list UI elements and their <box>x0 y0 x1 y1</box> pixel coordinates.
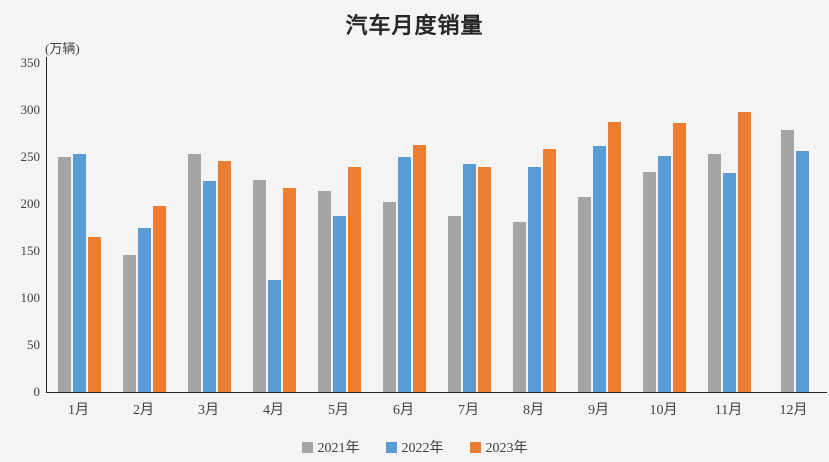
bar-2021年-4月 <box>253 180 266 392</box>
bar-2022年-6月 <box>398 157 411 392</box>
y-tick-label-150: 150 <box>20 243 41 258</box>
legend: 2021年 2022年 2023年 <box>0 437 829 457</box>
bar-2022年-12月 <box>795 151 809 392</box>
bar-2021年-5月 <box>318 191 331 392</box>
bar-2021年-3月 <box>188 154 201 392</box>
x-label-6月: 6月 <box>393 403 414 418</box>
bar-group-10月 <box>632 57 697 392</box>
bar-group-3月 <box>177 57 242 392</box>
y-axis-unit-label: (万辆) <box>45 41 80 56</box>
bar-2023年-11月 <box>738 112 751 392</box>
bar-group-12月 <box>762 57 827 392</box>
x-label-10月: 10月 <box>649 403 678 418</box>
bar-group-9月 <box>567 57 632 392</box>
x-label-2月: 2月 <box>133 403 154 418</box>
legend-item-2022年: 2022年 <box>385 437 444 457</box>
bar-group-1月 <box>47 57 112 392</box>
bar-2022年-2月 <box>138 228 151 392</box>
y-tick-label-350: 350 <box>20 55 41 70</box>
legend-label: 2022年 <box>401 441 444 456</box>
bar-group-5月 <box>307 57 372 392</box>
bar-group-8月 <box>502 57 567 392</box>
y-tick-label-200: 200 <box>20 196 41 211</box>
legend-swatch-icon <box>385 441 397 453</box>
bar-2021年-8月 <box>513 222 526 392</box>
bar-2021年-6月 <box>383 202 396 392</box>
bar-2022年-11月 <box>723 173 736 392</box>
x-label-1月: 1月 <box>68 403 89 418</box>
x-label-7月: 7月 <box>458 403 479 418</box>
y-tick-label-250: 250 <box>20 149 41 164</box>
y-tick-label-50: 50 <box>27 337 40 352</box>
bar-2023年-7月 <box>478 167 491 392</box>
x-label-12月: 12月 <box>779 403 808 418</box>
bar-2022年-1月 <box>73 154 86 392</box>
bar-2023年-2月 <box>153 206 166 392</box>
bar-2022年-8月 <box>528 167 541 392</box>
legend-label: 2021年 <box>317 441 360 456</box>
bar-2022年-4月 <box>268 280 281 392</box>
bar-group-11月 <box>697 57 762 392</box>
legend-swatch-icon <box>301 441 313 453</box>
x-axis-labels: 1月 2月 3月 4月 5月 6月 7月 8月 9月 10月 11月 12月 <box>46 399 826 419</box>
bar-2021年-7月 <box>448 216 461 392</box>
y-tick-label-100: 100 <box>20 290 41 305</box>
y-tick-label-0: 0 <box>33 384 41 399</box>
plot-area <box>46 57 827 393</box>
legend-label: 2023年 <box>485 441 528 456</box>
bar-group-4月 <box>242 57 307 392</box>
bar-2021年-9月 <box>578 197 591 392</box>
x-label-4月: 4月 <box>263 403 284 418</box>
bar-2022年-3月 <box>203 181 216 392</box>
legend-item-2021年: 2021年 <box>301 437 360 457</box>
x-label-9月: 9月 <box>588 403 609 418</box>
bar-2021年-1月 <box>58 157 71 392</box>
bar-2021年-12月 <box>780 130 794 392</box>
bar-2023年-8月 <box>543 149 556 392</box>
bar-2023年-6月 <box>413 145 426 392</box>
x-label-11月: 11月 <box>714 403 743 418</box>
bar-2021年-2月 <box>123 255 136 392</box>
x-label-3月: 3月 <box>198 403 219 418</box>
x-label-5月: 5月 <box>328 403 349 418</box>
y-tick-label-300: 300 <box>20 102 41 117</box>
bar-2021年-11月 <box>708 154 721 392</box>
bar-2021年-10月 <box>643 172 656 392</box>
bar-2022年-9月 <box>593 146 606 392</box>
bar-2023年-10月 <box>673 123 686 392</box>
legend-item-2023年: 2023年 <box>469 437 528 457</box>
bar-2023年-9月 <box>608 122 621 392</box>
bar-group-6月 <box>372 57 437 392</box>
bar-2023年-4月 <box>283 188 296 392</box>
bar-group-7月 <box>437 57 502 392</box>
bar-2023年-3月 <box>218 161 231 392</box>
x-label-8月: 8月 <box>523 403 544 418</box>
bar-2023年-5月 <box>348 167 361 392</box>
bar-2022年-5月 <box>333 216 346 392</box>
bar-group-2月 <box>112 57 177 392</box>
bar-2022年-7月 <box>463 164 476 392</box>
bar-2023年-1月 <box>88 237 101 392</box>
chart-title: 汽车月度销量 <box>345 13 484 38</box>
legend-swatch-icon <box>469 441 481 453</box>
bar-2022年-10月 <box>658 156 671 392</box>
